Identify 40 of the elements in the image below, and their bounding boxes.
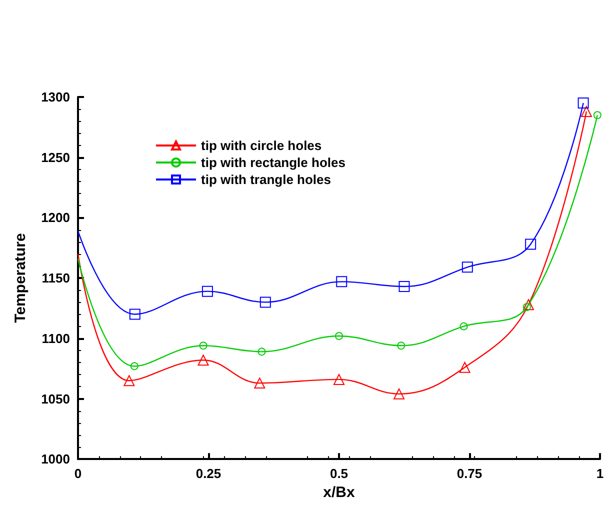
y-tick-label: 1150 [42,270,70,286]
point [580,106,592,117]
y-tick-label: 1200 [41,210,70,226]
x-tick-label: 0 [74,466,82,482]
point [130,362,138,370]
y-tick-label: 1100 [42,330,70,346]
point [198,354,209,366]
point [199,342,208,350]
legend-label: tip with circle holes [201,138,322,153]
point [578,98,589,109]
y-tick-label: 1000 [41,452,70,467]
legend-label: tip with trangle holes [201,172,332,187]
point [593,111,602,120]
x-tick-label: 0.5 [330,466,348,482]
point [124,375,135,386]
point [254,378,266,389]
point [336,276,348,288]
point [522,299,534,310]
y-axis-title: Temperature [12,233,29,323]
point [335,332,343,340]
point [398,281,410,292]
x-axis-title: x/Bx [323,484,356,501]
point [129,308,140,320]
point [260,296,271,308]
point [202,286,213,297]
y-tick-label: 1300 [41,90,70,104]
point [394,388,405,400]
point [462,262,473,273]
point [334,374,344,385]
x-tick-label: 0.75 [456,466,482,482]
legend-label: tip with rectangle holes [201,155,346,170]
point [525,238,536,250]
point [459,362,470,373]
x-tick-label: 0.25 [196,466,222,482]
point [397,342,406,350]
x-tick-label: 1 [596,466,604,482]
y-tick-label: 1250 [41,150,70,165]
y-tick-label: 1050 [41,391,70,406]
point [460,322,468,330]
point [258,348,266,356]
